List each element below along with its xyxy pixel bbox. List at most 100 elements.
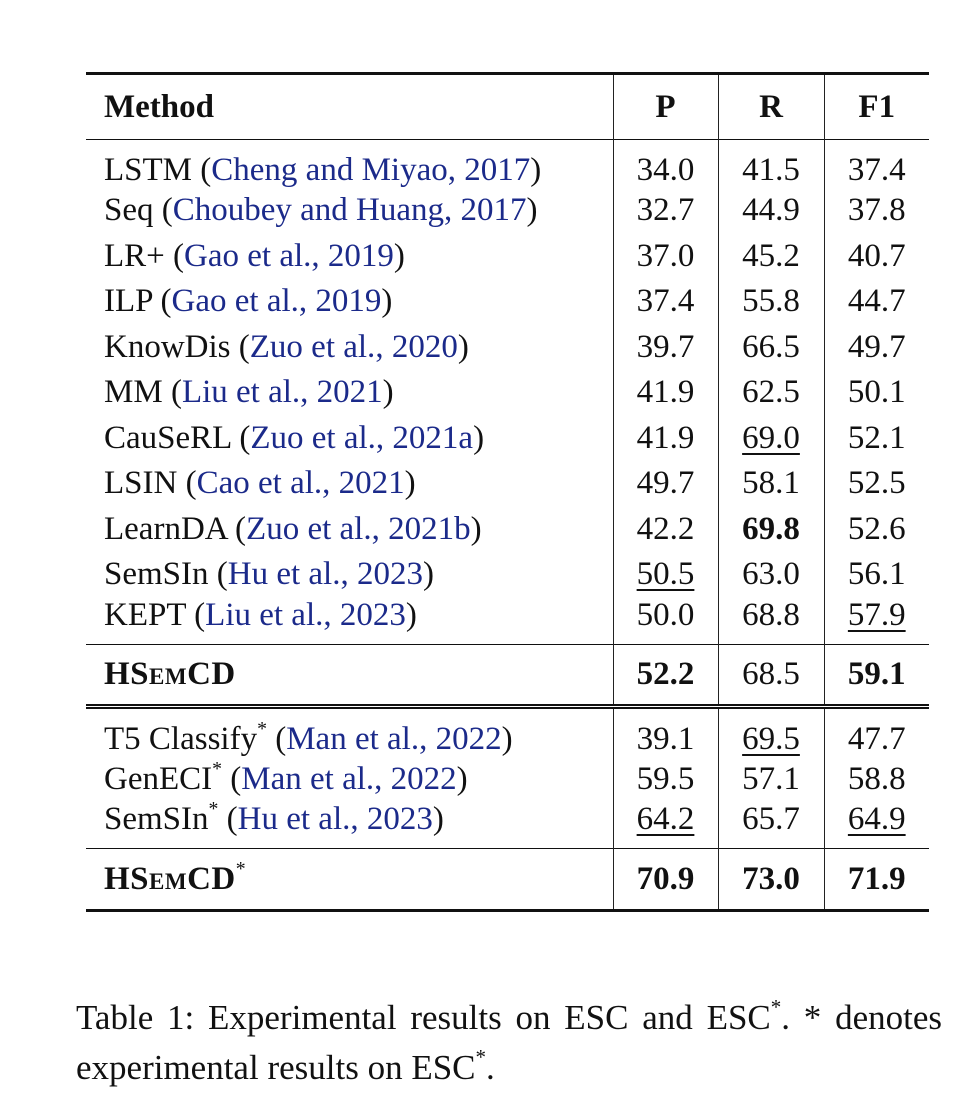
citation-link[interactable]: Man et al., 2022: [241, 760, 457, 797]
table-row: LSIN (Cao et al., 2021) 49.7 58.1 52.5: [86, 461, 929, 507]
best-value: 71.9: [847, 860, 906, 897]
citation-link[interactable]: Gao et al., 2019: [184, 237, 394, 274]
citation-link[interactable]: Hu et al., 2023: [227, 556, 423, 593]
r-cell: 68.8: [717, 597, 824, 644]
method-cell: LearnDA (Zuo et al., 2021b): [104, 510, 482, 547]
table-row: GenECI* (Man et al., 2022) 59.5 57.1 58.…: [86, 756, 929, 802]
p-cell: 34.0: [612, 139, 718, 188]
table-row: SemSIn* (Hu et al., 2023) 64.2 65.7 64.9: [86, 799, 929, 849]
method-cell: LSIN (Cao et al., 2021): [104, 465, 416, 502]
method-cell: MM (Liu et al., 2021): [104, 374, 394, 411]
table-row: LSTM (Cheng and Miyao, 2017) 34.0 41.5 3…: [86, 139, 929, 188]
table-header-row: Method P R F1: [86, 72, 929, 140]
header-method: Method: [86, 72, 613, 140]
citation-link[interactable]: Zuo et al., 2021b: [246, 510, 471, 547]
p-cell: 42.2: [612, 506, 718, 552]
citation-link[interactable]: Gao et al., 2019: [171, 283, 382, 320]
p-cell: 37.0: [612, 233, 718, 279]
table-caption: Table 1: Experimental results on ESC and…: [76, 995, 943, 1087]
f1-cell: 37.8: [823, 188, 929, 234]
table-row: KnowDis (Zuo et al., 2020) 39.7 66.5 49.…: [86, 324, 929, 370]
table-row: SemSIn (Hu et al., 2023) 50.5 63.0 56.1: [86, 552, 929, 598]
second-best-value: 50.5: [636, 556, 695, 593]
f1-cell: 58.8: [823, 756, 929, 802]
citation-link[interactable]: Cao et al., 2021: [196, 465, 405, 502]
second-best-value: 64.9: [847, 801, 906, 837]
best-value: 70.9: [636, 860, 695, 897]
table-row: LR+ (Gao et al., 2019) 37.0 45.2 40.7: [86, 233, 929, 279]
r-cell: 73.0: [717, 848, 824, 912]
r-cell: 69.0: [717, 415, 824, 461]
header-f1: F1: [823, 72, 929, 140]
citation-link[interactable]: Hu et al., 2023: [237, 801, 433, 837]
header-r: R: [717, 72, 824, 140]
r-cell: 68.5: [717, 643, 824, 706]
method-cell: GenECI* (Man et al., 2022): [104, 757, 468, 797]
best-value: 52.2: [636, 655, 695, 692]
table-row: LearnDA (Zuo et al., 2021b) 42.2 69.8 52…: [86, 506, 929, 552]
hsemcd-esc-star-group: HSemCD* 70.9 73.0 71.9: [86, 848, 929, 912]
citation-link[interactable]: Zuo et al., 2020: [249, 328, 458, 365]
r-cell: 62.5: [717, 370, 824, 416]
citation-link[interactable]: Zuo et al., 2021a: [250, 419, 474, 456]
citation-link[interactable]: Choubey and Huang, 2017: [172, 192, 527, 229]
citation-link[interactable]: Liu et al., 2021: [181, 374, 383, 411]
method-cell: LR+ (Gao et al., 2019): [104, 237, 405, 274]
method-cell: HSemCD*: [86, 848, 613, 912]
citation-link[interactable]: Liu et al., 2023: [205, 596, 406, 633]
p-cell: 39.7: [612, 324, 718, 370]
citation-link[interactable]: Man et al., 2022: [286, 720, 502, 757]
table-row-proposed: HSemCD* 70.9 73.0 71.9: [86, 848, 929, 912]
method-cell: SemSIn (Hu et al., 2023): [104, 556, 434, 593]
second-best-value: 69.5: [742, 720, 800, 757]
header-p: P: [612, 72, 718, 140]
table-row: Seq (Choubey and Huang, 2017) 32.7 44.9 …: [86, 188, 929, 234]
f1-cell: 47.7: [823, 703, 929, 757]
method-cell: T5 Classify* (Man et al., 2022): [86, 703, 613, 757]
best-value: 73.0: [742, 860, 800, 897]
table-row-proposed: HSemCD 52.2 68.5 59.1: [86, 643, 929, 706]
f1-cell: 59.1: [823, 643, 929, 706]
p-cell: 50.0: [612, 597, 718, 644]
f1-cell: 52.6: [823, 506, 929, 552]
method-cell: HSemCD: [86, 643, 613, 706]
f1-cell: 52.5: [823, 461, 929, 507]
r-cell: 44.9: [717, 188, 824, 234]
method-cell: CauSeRL (Zuo et al., 2021a): [104, 419, 485, 456]
p-cell: 32.7: [612, 188, 718, 234]
p-cell: 64.2: [612, 802, 718, 849]
r-cell: 45.2: [717, 233, 824, 279]
f1-cell: 40.7: [823, 233, 929, 279]
f1-cell: 44.7: [823, 279, 929, 325]
p-cell: 49.7: [612, 461, 718, 507]
esc-star-baselines-group: T5 Classify* (Man et al., 2022) 39.1 69.…: [86, 703, 929, 849]
p-cell: 50.5: [612, 552, 718, 598]
method-cell: KEPT (Liu et al., 2023): [104, 596, 417, 633]
p-cell: 70.9: [612, 848, 718, 912]
table-row: KEPT (Liu et al., 2023) 50.0 68.8 57.9: [86, 596, 929, 644]
r-cell: 63.0: [717, 552, 824, 598]
best-value: 59.1: [847, 655, 906, 692]
table-row: ILP (Gao et al., 2019) 37.4 55.8 44.7: [86, 279, 929, 325]
p-cell: 41.9: [612, 370, 718, 416]
f1-cell: 50.1: [823, 370, 929, 416]
r-cell: 69.8: [717, 506, 824, 552]
f1-cell: 57.9: [823, 596, 929, 644]
p-cell: 41.9: [612, 415, 718, 461]
p-cell: 59.5: [612, 756, 718, 802]
citation-link[interactable]: Cheng and Miyao, 2017: [211, 152, 531, 188]
table-row: MM (Liu et al., 2021) 41.9 62.5 50.1: [86, 370, 929, 416]
r-cell: 57.1: [717, 756, 824, 802]
second-best-value: 57.9: [847, 596, 906, 633]
method-cell: ILP (Gao et al., 2019): [104, 283, 393, 320]
r-cell: 55.8: [717, 279, 824, 325]
f1-cell: 56.1: [823, 552, 929, 598]
r-cell: 41.5: [717, 139, 824, 188]
f1-cell: 52.1: [823, 415, 929, 461]
second-best-value: 69.0: [742, 419, 800, 456]
table-row: CauSeRL (Zuo et al., 2021a) 41.9 69.0 52…: [86, 415, 929, 461]
p-cell: 52.2: [612, 643, 718, 706]
method-cell: LSTM (Cheng and Miyao, 2017): [86, 139, 613, 188]
r-cell: 65.7: [717, 802, 824, 849]
results-table: Method P R F1 LSTM (Cheng and Miyao, 201…: [86, 72, 929, 912]
